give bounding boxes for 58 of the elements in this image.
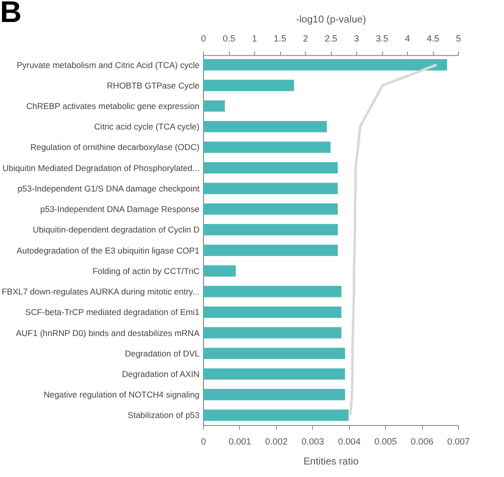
x-tick-label: 0.006 <box>410 436 434 446</box>
x-axis-title: Entities ratio <box>303 456 359 468</box>
y-tick-label: p53-Independent DNA Damage Response <box>40 204 200 214</box>
bar <box>203 100 225 112</box>
y-tick-label: Degradation of AXIN <box>122 368 200 379</box>
x-tick-label: 0.005 <box>374 436 397 446</box>
bar <box>203 80 294 92</box>
bar <box>203 327 342 338</box>
bar <box>203 286 342 298</box>
bar <box>203 348 346 360</box>
y-tick-label: Ubiquitin Mediated Degradation of Phosphorylated... <box>2 162 200 173</box>
bar <box>203 182 338 194</box>
y-tick-label: Autodegradation of the E3 ubiquitin ligase COP1 <box>16 245 200 256</box>
x-tick-label: 0.001 <box>228 436 252 446</box>
x2-tick-label: 0.5 <box>222 34 236 44</box>
x2-tick-label: 2.5 <box>324 34 338 44</box>
y-tick-label: ChREBP activates metabolic gene expression <box>26 101 200 112</box>
y-tick-label: AUF1 (hnRNP D0) binds and destabilizes mRNA <box>16 328 200 338</box>
x2-tick-label: 4.5 <box>426 34 440 44</box>
x2-tick-label: 1 <box>252 34 258 44</box>
x-tick-label: 0.007 <box>447 436 470 446</box>
y-tick-label: Regulation of ornithine decarboxylase (ODC) <box>30 142 200 152</box>
x-tick-label: 0.002 <box>265 436 288 446</box>
x2-tick-label: 5 <box>456 34 462 44</box>
y-tick-label: Degradation of DVL <box>124 348 200 358</box>
y-tick-label: Negative regulation of NOTCH4 signaling <box>44 390 200 400</box>
y-tick-label: RHOBTB GTPase Cycle <box>106 80 200 90</box>
x-tick-label: 0.004 <box>338 436 360 446</box>
bar <box>203 203 338 215</box>
x-tick-label: 0.003 <box>302 436 324 446</box>
x2-tick-label: 4 <box>404 34 410 44</box>
y-tick-label: Pyruvate metabolism and Citric Acid (TCA) cycle <box>16 60 200 70</box>
bar <box>203 142 330 153</box>
y-tick-label: Citric acid cycle (TCA cycle) <box>94 122 200 132</box>
bar <box>203 59 448 70</box>
x-tick-label: 0 <box>200 436 206 446</box>
x2-tick-label: 3.5 <box>376 34 388 44</box>
y-tick-label: Ubiquitin-dependent degradation of Cyclin D <box>32 224 200 235</box>
bar <box>203 388 346 400</box>
x2-tick-label: 2 <box>302 34 308 44</box>
bar <box>203 265 236 277</box>
x2-tick-label: 1.5 <box>274 34 286 44</box>
x2-axis-title: -log10 (p-value) <box>296 14 366 26</box>
bar <box>203 410 349 421</box>
y-tick-label: FBXL7 down-regulates AURKA during mitotic entry... <box>2 286 200 297</box>
bar <box>203 306 342 318</box>
y-tick-label: SCF-beta-TrCP mediated degradation of Emi1 <box>25 307 200 318</box>
bar <box>203 120 327 132</box>
text: B <box>0 0 22 30</box>
x2-tick-label: 0 <box>200 34 206 44</box>
bar <box>203 224 338 236</box>
y-tick-label: p53-Independent G1/S DNA damage checkpoint <box>18 183 200 194</box>
bar <box>203 368 346 380</box>
bar <box>203 162 338 174</box>
y-tick-label: Folding of actin by CCT/TriC <box>92 266 200 276</box>
bar <box>203 244 338 256</box>
x2-tick-label: 3 <box>354 34 360 44</box>
y-tick-label: Stabilization of p53 <box>128 410 200 420</box>
